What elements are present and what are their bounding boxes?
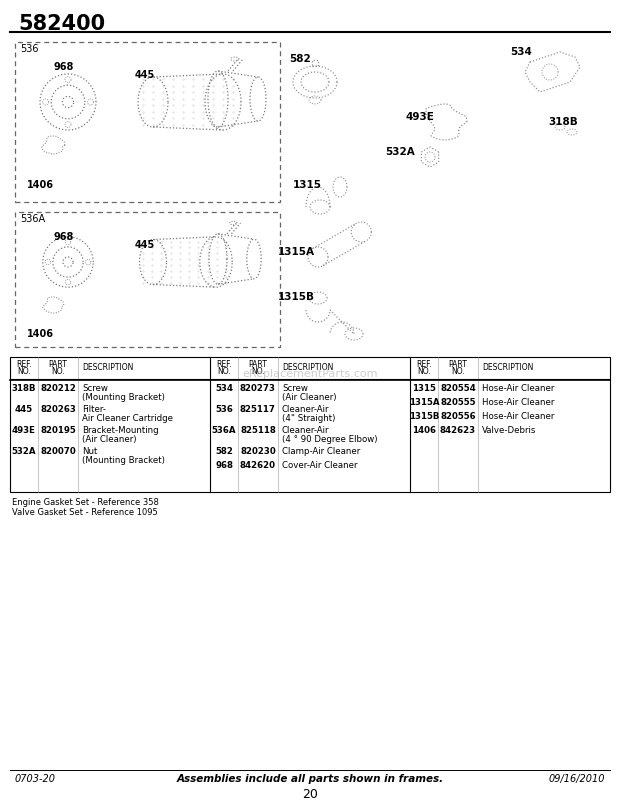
Text: 09/16/2010: 09/16/2010 bbox=[549, 774, 605, 784]
Text: 1315B: 1315B bbox=[278, 292, 315, 302]
Text: 820555: 820555 bbox=[440, 398, 476, 407]
Text: NO.: NO. bbox=[217, 367, 231, 376]
Text: Valve Gasket Set - Reference 1095: Valve Gasket Set - Reference 1095 bbox=[12, 508, 157, 517]
Text: 493E: 493E bbox=[405, 112, 434, 122]
Text: NO.: NO. bbox=[451, 367, 465, 376]
Text: PART: PART bbox=[249, 360, 267, 369]
Text: REF.: REF. bbox=[16, 360, 32, 369]
Text: Screw: Screw bbox=[82, 384, 108, 393]
Text: REF.: REF. bbox=[216, 360, 232, 369]
Text: (4" Straight): (4" Straight) bbox=[282, 414, 335, 423]
Text: NO.: NO. bbox=[51, 367, 65, 376]
Text: 820212: 820212 bbox=[40, 384, 76, 393]
Text: 842620: 842620 bbox=[240, 461, 276, 470]
Text: Hose-Air Cleaner: Hose-Air Cleaner bbox=[482, 384, 554, 393]
Text: Hose-Air Cleaner: Hose-Air Cleaner bbox=[482, 412, 554, 421]
Text: Cleaner-Air: Cleaner-Air bbox=[282, 426, 329, 435]
Bar bbox=[15, 212, 280, 347]
Text: (Air Cleaner): (Air Cleaner) bbox=[282, 393, 337, 402]
Text: 1315A: 1315A bbox=[278, 247, 315, 257]
Text: Cleaner-Air: Cleaner-Air bbox=[282, 405, 329, 414]
Text: NO.: NO. bbox=[17, 367, 31, 376]
Text: 825117: 825117 bbox=[240, 405, 276, 414]
Text: 20: 20 bbox=[302, 788, 318, 801]
Text: 820273: 820273 bbox=[240, 384, 276, 393]
Text: Air Cleaner Cartridge: Air Cleaner Cartridge bbox=[82, 414, 173, 423]
Text: 536A: 536A bbox=[212, 426, 236, 435]
Text: 536A: 536A bbox=[20, 214, 45, 224]
Text: 493E: 493E bbox=[12, 426, 36, 435]
Text: 536: 536 bbox=[215, 405, 233, 414]
Text: 445: 445 bbox=[135, 70, 155, 80]
Text: PART: PART bbox=[448, 360, 467, 369]
Text: 820554: 820554 bbox=[440, 384, 476, 393]
Text: 318B: 318B bbox=[548, 117, 578, 127]
Text: PART: PART bbox=[48, 360, 68, 369]
Text: Nut: Nut bbox=[82, 447, 97, 456]
Text: 820263: 820263 bbox=[40, 405, 76, 414]
Text: 534: 534 bbox=[510, 47, 532, 57]
Text: 968: 968 bbox=[53, 232, 73, 242]
Text: Valve-Debris: Valve-Debris bbox=[482, 426, 536, 435]
Text: DESCRIPTION: DESCRIPTION bbox=[282, 363, 334, 372]
Bar bbox=[10, 357, 610, 492]
Text: 318B: 318B bbox=[12, 384, 36, 393]
Text: 825118: 825118 bbox=[240, 426, 276, 435]
Text: 842623: 842623 bbox=[440, 426, 476, 435]
Text: Hose-Air Cleaner: Hose-Air Cleaner bbox=[482, 398, 554, 407]
Text: Filter-: Filter- bbox=[82, 405, 106, 414]
Text: Engine Gasket Set - Reference 358: Engine Gasket Set - Reference 358 bbox=[12, 498, 159, 507]
Text: (Mounting Bracket): (Mounting Bracket) bbox=[82, 456, 165, 465]
Text: 534: 534 bbox=[215, 384, 233, 393]
Text: 820070: 820070 bbox=[40, 447, 76, 456]
Text: eReplacementParts.com: eReplacementParts.com bbox=[242, 369, 378, 379]
Text: 1315B: 1315B bbox=[409, 412, 439, 421]
Text: 1315A: 1315A bbox=[409, 398, 439, 407]
Text: 968: 968 bbox=[53, 62, 73, 72]
Text: 1406: 1406 bbox=[27, 329, 54, 339]
Text: REF.: REF. bbox=[416, 360, 432, 369]
Text: 536: 536 bbox=[20, 44, 38, 54]
Text: 820230: 820230 bbox=[240, 447, 276, 456]
Text: Clamp-Air Cleaner: Clamp-Air Cleaner bbox=[282, 447, 360, 456]
Text: 582: 582 bbox=[289, 54, 311, 64]
Text: NO.: NO. bbox=[417, 367, 431, 376]
Text: NO.: NO. bbox=[251, 367, 265, 376]
Text: 532A: 532A bbox=[385, 147, 415, 157]
Text: (4 ° 90 Degree Elbow): (4 ° 90 Degree Elbow) bbox=[282, 435, 378, 444]
Text: 532A: 532A bbox=[12, 447, 36, 456]
Text: Screw: Screw bbox=[282, 384, 308, 393]
Text: 0703-20: 0703-20 bbox=[15, 774, 56, 784]
Text: 582: 582 bbox=[215, 447, 233, 456]
Text: (Air Cleaner): (Air Cleaner) bbox=[82, 435, 136, 444]
Text: (Mounting Bracket): (Mounting Bracket) bbox=[82, 393, 165, 402]
Text: 820195: 820195 bbox=[40, 426, 76, 435]
Text: 968: 968 bbox=[215, 461, 233, 470]
Text: 1315: 1315 bbox=[412, 384, 436, 393]
Text: DESCRIPTION: DESCRIPTION bbox=[482, 363, 533, 372]
Text: 1406: 1406 bbox=[412, 426, 436, 435]
Text: 1315: 1315 bbox=[293, 180, 322, 190]
Text: 445: 445 bbox=[15, 405, 33, 414]
Text: 820556: 820556 bbox=[440, 412, 476, 421]
Text: 582400: 582400 bbox=[18, 14, 105, 34]
Text: Assemblies include all parts shown in frames.: Assemblies include all parts shown in fr… bbox=[177, 774, 443, 784]
Text: 445: 445 bbox=[135, 240, 155, 250]
Bar bbox=[15, 42, 280, 202]
Text: 1406: 1406 bbox=[27, 180, 54, 190]
Text: Cover-Air Cleaner: Cover-Air Cleaner bbox=[282, 461, 358, 470]
Text: DESCRIPTION: DESCRIPTION bbox=[82, 363, 133, 372]
Text: Bracket-Mounting: Bracket-Mounting bbox=[82, 426, 159, 435]
